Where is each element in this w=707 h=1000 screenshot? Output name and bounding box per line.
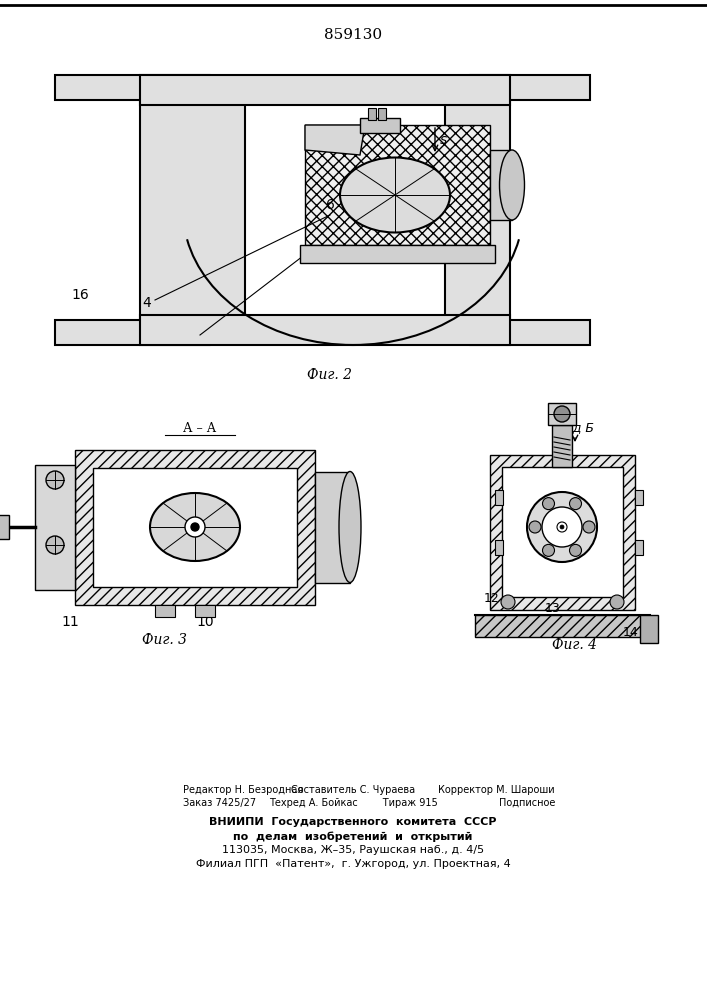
Circle shape — [529, 521, 541, 533]
Bar — [35, 465, 75, 590]
Text: Вид Б: Вид Б — [556, 422, 594, 434]
Circle shape — [542, 498, 554, 510]
Circle shape — [610, 595, 624, 609]
Polygon shape — [305, 125, 365, 155]
Circle shape — [185, 517, 205, 537]
Circle shape — [527, 492, 597, 562]
Text: 12: 12 — [484, 591, 500, 604]
Bar — [368, 108, 376, 120]
Bar — [495, 490, 503, 505]
Bar — [548, 403, 576, 425]
Bar — [305, 125, 490, 245]
Bar — [635, 490, 643, 505]
Text: Фиг. 2: Фиг. 2 — [308, 368, 353, 382]
Circle shape — [554, 406, 570, 422]
Circle shape — [191, 523, 199, 531]
Text: Фиг. 4: Фиг. 4 — [552, 638, 597, 652]
Bar — [360, 118, 400, 133]
Bar — [378, 108, 386, 120]
Bar — [195, 605, 215, 617]
Text: ВНИИПИ  Государственного  комитета  СССР: ВНИИПИ Государственного комитета СССР — [209, 817, 497, 827]
Text: Филиал ПГП  «Патент»,  г. Ужгород, ул. Проектная, 4: Филиал ПГП «Патент», г. Ужгород, ул. Про… — [196, 859, 510, 869]
Circle shape — [542, 507, 582, 547]
Circle shape — [557, 522, 567, 532]
Text: А – А: А – А — [183, 422, 216, 434]
Bar — [93, 468, 297, 587]
Bar — [640, 615, 658, 643]
Bar — [552, 425, 572, 467]
Text: 16: 16 — [71, 288, 89, 302]
Circle shape — [583, 521, 595, 533]
Circle shape — [542, 544, 554, 556]
Circle shape — [570, 498, 581, 510]
Text: 4: 4 — [143, 296, 151, 310]
Text: Редактор Н. Безродная: Редактор Н. Безродная — [183, 785, 303, 795]
Text: Корректор М. Шароши: Корректор М. Шароши — [438, 785, 555, 795]
Text: 859130: 859130 — [324, 28, 382, 42]
Text: Фиг. 3: Фиг. 3 — [143, 633, 187, 647]
Bar — [502, 467, 623, 597]
Bar — [490, 150, 512, 220]
Bar — [300, 245, 495, 263]
Text: Техред А. Бойкас        Тираж 915: Техред А. Бойкас Тираж 915 — [269, 798, 438, 808]
Circle shape — [501, 595, 515, 609]
Text: Подписное: Подписное — [498, 798, 555, 808]
Bar — [635, 540, 643, 555]
Polygon shape — [445, 75, 590, 345]
Text: Заказ 7425/27: Заказ 7425/27 — [183, 798, 256, 808]
Circle shape — [46, 471, 64, 489]
Bar — [140, 75, 510, 105]
Text: 11: 11 — [61, 615, 79, 629]
Bar — [0, 515, 9, 539]
Circle shape — [560, 525, 564, 529]
Bar — [495, 540, 503, 555]
Text: по  делам  изобретений  и  открытий: по делам изобретений и открытий — [233, 831, 473, 842]
Polygon shape — [55, 75, 245, 345]
Bar — [140, 315, 510, 345]
Ellipse shape — [500, 150, 525, 220]
Text: Составитель С. Чураева: Составитель С. Чураева — [291, 785, 415, 795]
Text: s: s — [440, 133, 448, 147]
Text: 13: 13 — [545, 601, 561, 614]
Bar — [75, 450, 315, 605]
Bar — [155, 605, 175, 617]
Text: 113035, Москва, Ж–35, Раушская наб., д. 4/5: 113035, Москва, Ж–35, Раушская наб., д. … — [222, 845, 484, 855]
Ellipse shape — [150, 493, 240, 561]
Circle shape — [46, 536, 64, 554]
Text: 10: 10 — [196, 615, 214, 629]
Bar — [490, 455, 635, 610]
Ellipse shape — [339, 472, 361, 582]
Ellipse shape — [340, 157, 450, 232]
Bar — [475, 615, 650, 637]
Circle shape — [570, 544, 581, 556]
Bar — [315, 472, 350, 583]
Text: 6: 6 — [325, 198, 334, 212]
Text: 14: 14 — [622, 626, 638, 640]
